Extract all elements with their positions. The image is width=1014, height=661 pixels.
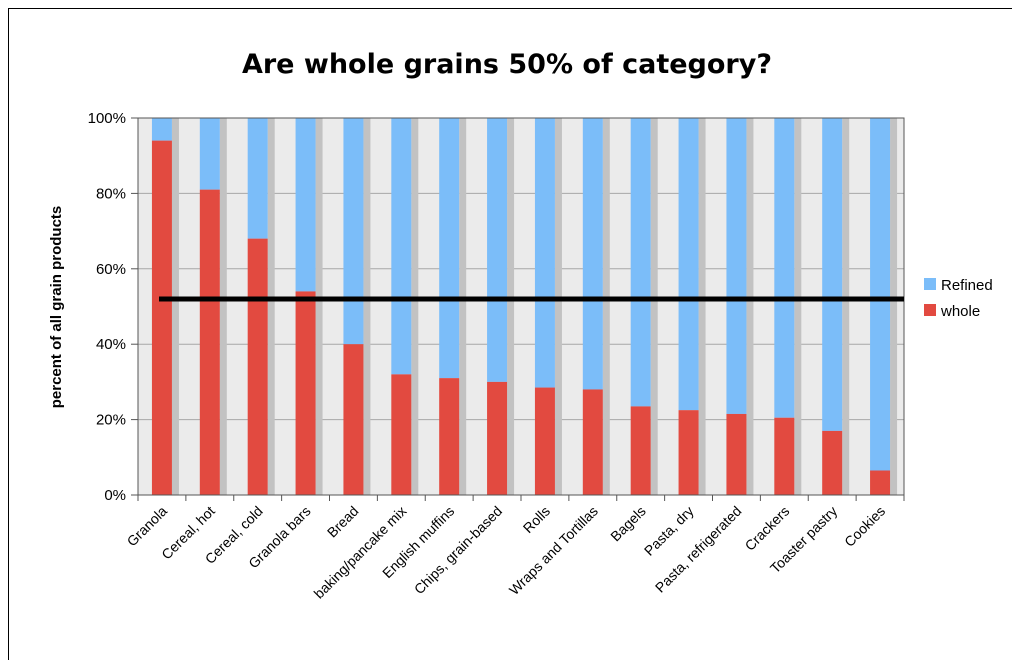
bar-shadow [650, 118, 658, 495]
y-tick-labels: 0% 20% 40% 60% 80% 100% [88, 110, 126, 504]
bar-shadow [842, 118, 850, 495]
x-tick-label: Bread [324, 503, 362, 541]
bar-refined [199, 118, 220, 190]
bar-shadow [363, 118, 371, 495]
bar-shadow [890, 118, 898, 495]
bar-refined [439, 118, 460, 379]
bar-refined [247, 118, 268, 239]
legend-swatch-refined [924, 278, 936, 290]
legend: Refined whole [924, 277, 993, 320]
bar-whole [199, 189, 220, 495]
bar-whole [630, 406, 651, 495]
bar-shadow [602, 118, 610, 495]
bar-whole [534, 387, 555, 495]
bar-refined [726, 118, 747, 414]
y-tick-label: 40% [96, 336, 126, 353]
bar-refined [151, 118, 172, 141]
x-tick-label: Rolls [520, 503, 553, 536]
bar-refined [678, 118, 699, 411]
bar-refined [534, 118, 555, 388]
bar-shadow [315, 118, 323, 495]
bar-whole [822, 430, 843, 495]
bar-whole [247, 238, 268, 495]
x-tick-label: Wraps and Tortillas [506, 503, 601, 598]
x-tick-label: Pasta, refrigerated [652, 503, 745, 596]
x-tick-label: Chips, grain-based [411, 503, 505, 597]
bar-shadow [794, 118, 802, 495]
bar-refined [295, 118, 316, 292]
bar-refined [630, 118, 651, 407]
y-tick-label: 0% [104, 487, 126, 504]
x-tick-label: baking/pancake mix [311, 503, 410, 602]
bar-refined [774, 118, 795, 418]
bar-refined [822, 118, 843, 431]
bar-shadow [267, 118, 275, 495]
y-tick-label: 100% [88, 110, 126, 127]
bar-whole [726, 413, 747, 495]
bar-refined [870, 118, 891, 471]
bar-refined [487, 118, 508, 382]
bar-whole [439, 378, 460, 495]
chart-title: Are whole grains 50% of category? [242, 49, 772, 80]
bar-whole [391, 374, 412, 495]
bar-shadow [411, 118, 419, 495]
bar-shadow [219, 118, 227, 495]
y-tick-label: 80% [96, 185, 126, 202]
bar-refined [343, 118, 364, 345]
bar-shadow [554, 118, 562, 495]
bar-whole [678, 410, 699, 495]
bar-shadow [698, 118, 706, 495]
bar-whole [295, 291, 316, 495]
bar-shadow [459, 118, 467, 495]
bar-whole [343, 344, 364, 495]
legend-label-whole: whole [940, 303, 980, 320]
bar-whole [151, 140, 172, 495]
bar-shadow [507, 118, 515, 495]
y-axis-label: percent of all grain products [48, 206, 65, 409]
x-tick-label: Bagels [607, 503, 649, 545]
bar-whole [487, 381, 508, 495]
bars [151, 118, 898, 495]
legend-label-refined: Refined [941, 277, 993, 294]
bar-shadow [746, 118, 754, 495]
x-tick-label: Granola [124, 503, 171, 550]
y-tick-label: 20% [96, 412, 126, 429]
bar-refined [391, 118, 412, 375]
bar-whole [582, 389, 603, 495]
y-tick-label: 60% [96, 261, 126, 278]
legend-swatch-whole [924, 304, 936, 316]
bar-whole [870, 470, 891, 495]
chart-frame [8, 8, 1012, 660]
bar-refined [582, 118, 603, 390]
x-tick-label: Cookies [841, 503, 888, 550]
bar-shadow [171, 118, 179, 495]
bar-whole [774, 417, 795, 495]
